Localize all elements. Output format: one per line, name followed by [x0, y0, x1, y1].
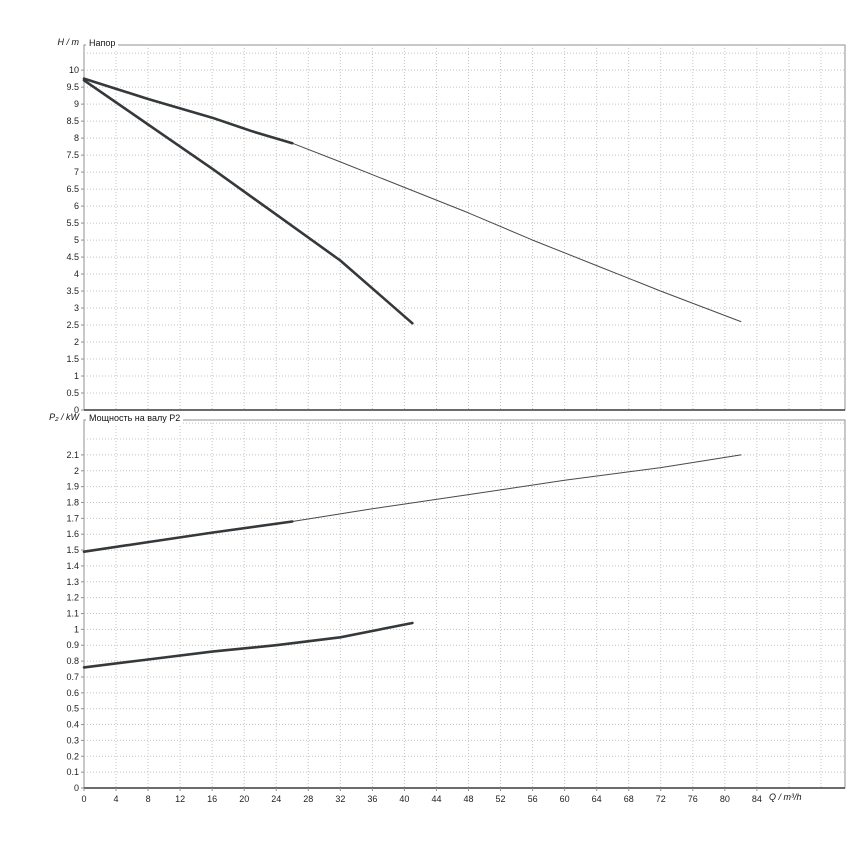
svg-text:4.5: 4.5: [66, 252, 79, 262]
svg-text:8: 8: [74, 133, 79, 143]
svg-text:0.5: 0.5: [66, 388, 79, 398]
svg-text:0.9: 0.9: [66, 640, 79, 650]
svg-text:1.4: 1.4: [66, 561, 79, 571]
svg-text:0.3: 0.3: [66, 735, 79, 745]
svg-text:5: 5: [74, 235, 79, 245]
svg-text:9: 9: [74, 99, 79, 109]
svg-text:60: 60: [560, 794, 570, 804]
svg-text:9.5: 9.5: [66, 82, 79, 92]
svg-text:36: 36: [367, 794, 377, 804]
svg-text:80: 80: [720, 794, 730, 804]
svg-text:72: 72: [656, 794, 666, 804]
svg-text:1.1: 1.1: [66, 609, 79, 619]
svg-text:0.1: 0.1: [66, 767, 79, 777]
svg-text:84: 84: [752, 794, 762, 804]
svg-text:32: 32: [335, 794, 345, 804]
svg-text:8.5: 8.5: [66, 116, 79, 126]
svg-text:20: 20: [239, 794, 249, 804]
flow-axis-label: Q / m³/h: [769, 792, 802, 802]
svg-text:1.5: 1.5: [66, 354, 79, 364]
svg-text:7: 7: [74, 167, 79, 177]
svg-text:8: 8: [146, 794, 151, 804]
power-panel-title: Мощность на валу P2: [86, 413, 184, 424]
svg-text:28: 28: [303, 794, 313, 804]
svg-text:0: 0: [81, 794, 86, 804]
svg-text:68: 68: [624, 794, 634, 804]
svg-text:1.7: 1.7: [66, 513, 79, 523]
svg-text:1: 1: [74, 371, 79, 381]
svg-text:0: 0: [74, 783, 79, 793]
svg-text:48: 48: [463, 794, 473, 804]
svg-text:52: 52: [496, 794, 506, 804]
svg-text:1.9: 1.9: [66, 482, 79, 492]
svg-text:2: 2: [74, 466, 79, 476]
svg-text:56: 56: [528, 794, 538, 804]
svg-text:16: 16: [207, 794, 217, 804]
head-axis-label: H / m: [57, 37, 80, 47]
svg-text:3: 3: [74, 303, 79, 313]
svg-text:0.6: 0.6: [66, 688, 79, 698]
svg-text:1.8: 1.8: [66, 497, 79, 507]
svg-text:64: 64: [592, 794, 602, 804]
power-axis-label: P₂ / kW: [49, 412, 79, 422]
svg-text:0.8: 0.8: [66, 656, 79, 666]
svg-text:1.3: 1.3: [66, 577, 79, 587]
svg-text:1.6: 1.6: [66, 529, 79, 539]
svg-text:0.2: 0.2: [66, 751, 79, 761]
svg-text:2.5: 2.5: [66, 320, 79, 330]
svg-text:76: 76: [688, 794, 698, 804]
svg-text:0.4: 0.4: [66, 720, 79, 730]
svg-text:44: 44: [431, 794, 441, 804]
svg-text:40: 40: [399, 794, 409, 804]
head-panel-title: Напор: [86, 38, 119, 49]
svg-text:24: 24: [271, 794, 281, 804]
svg-text:4: 4: [74, 269, 79, 279]
svg-text:0.5: 0.5: [66, 704, 79, 714]
svg-text:0.7: 0.7: [66, 672, 79, 682]
svg-text:6: 6: [74, 201, 79, 211]
svg-text:2.1: 2.1: [66, 450, 79, 460]
svg-text:2: 2: [74, 337, 79, 347]
svg-text:3.5: 3.5: [66, 286, 79, 296]
svg-text:12: 12: [175, 794, 185, 804]
svg-text:5.5: 5.5: [66, 218, 79, 228]
svg-text:7.5: 7.5: [66, 150, 79, 160]
svg-text:0: 0: [74, 405, 79, 415]
svg-text:10: 10: [69, 65, 79, 75]
svg-text:1: 1: [74, 624, 79, 634]
svg-text:1.2: 1.2: [66, 593, 79, 603]
svg-text:6.5: 6.5: [66, 184, 79, 194]
svg-text:1.5: 1.5: [66, 545, 79, 555]
svg-text:4: 4: [114, 794, 119, 804]
